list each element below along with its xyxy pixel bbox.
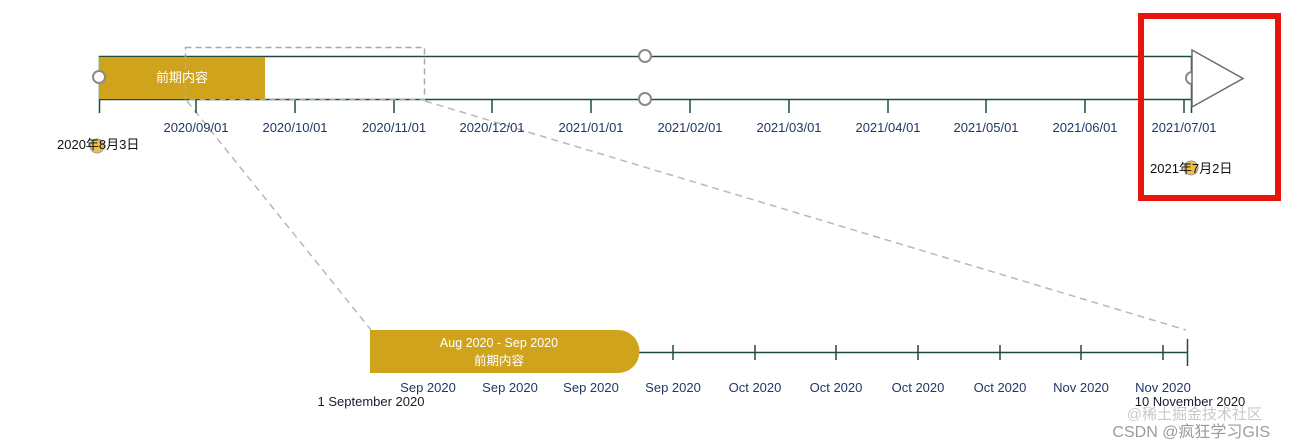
bottom-end-date-label: 10 November 2020 xyxy=(1134,394,1246,409)
bottom-tick-label: Oct 2020 xyxy=(728,380,782,395)
top-event-bar[interactable] xyxy=(99,57,265,99)
bottom-tick-label: Oct 2020 xyxy=(891,380,945,395)
bottom-tick-label: Sep 2020 xyxy=(563,380,619,395)
top-tick-marks xyxy=(195,99,1185,113)
mid-lower-handle[interactable] xyxy=(638,92,652,106)
top-event-bar-label: 前期内容 xyxy=(155,70,208,85)
start-date-label: 2020年8月3日 xyxy=(57,137,140,152)
top-tick-label: 2020/12/01 xyxy=(459,120,525,135)
bottom-event-bar-title: Aug 2020 - Sep 2020 xyxy=(439,336,559,350)
annotation-red-box xyxy=(1138,13,1281,201)
end-date-label: 2021年7月2日 xyxy=(1150,161,1233,176)
top-tick-label: 2021/01/01 xyxy=(558,120,624,135)
bottom-tick-label: Nov 2020 xyxy=(1135,380,1191,395)
top-tick-label: 2021/06/01 xyxy=(1052,120,1118,135)
bottom-tick-label: Nov 2020 xyxy=(1053,380,1109,395)
selection-rect[interactable] xyxy=(184,46,426,101)
top-tick-label: 2020/09/01 xyxy=(163,120,229,135)
mid-upper-handle[interactable] xyxy=(638,49,652,63)
bottom-event-bar-label: 前期内容 xyxy=(473,354,524,368)
bottom-tick-label: Sep 2020 xyxy=(400,380,456,395)
start-handle[interactable] xyxy=(92,70,106,84)
start-date-dot[interactable] xyxy=(89,138,105,154)
bottom-tick-label: Oct 2020 xyxy=(973,380,1027,395)
top-tick-label: 2021/05/01 xyxy=(953,120,1019,135)
bottom-tick-label: Sep 2020 xyxy=(645,380,701,395)
bottom-tick-label: Oct 2020 xyxy=(809,380,863,395)
end-date-dot[interactable] xyxy=(1183,160,1199,176)
top-tick-label: 2021/02/01 xyxy=(657,120,723,135)
top-tick-label: 2020/10/01 xyxy=(262,120,328,135)
bottom-event-bar[interactable] xyxy=(370,330,640,373)
top-tick-label: 2021/03/01 xyxy=(756,120,822,135)
bottom-tick-label: Sep 2020 xyxy=(482,380,538,395)
top-tick-label: 2021/04/01 xyxy=(855,120,921,135)
bottom-start-date-label: 1 September 2020 xyxy=(317,394,425,409)
watermark-csdn: CSDN @疯狂学习GIS xyxy=(1112,424,1270,441)
top-tick-label: 2020/11/01 xyxy=(361,120,427,135)
watermark-juejin: @稀土掘金技术社区 xyxy=(1126,406,1262,423)
zoom-connector-right-line xyxy=(424,100,1187,331)
top-tick-label: 2021/07/01 xyxy=(1151,120,1217,135)
zoom-connector-left-line xyxy=(186,100,372,331)
play-arrow[interactable] xyxy=(1191,48,1245,109)
